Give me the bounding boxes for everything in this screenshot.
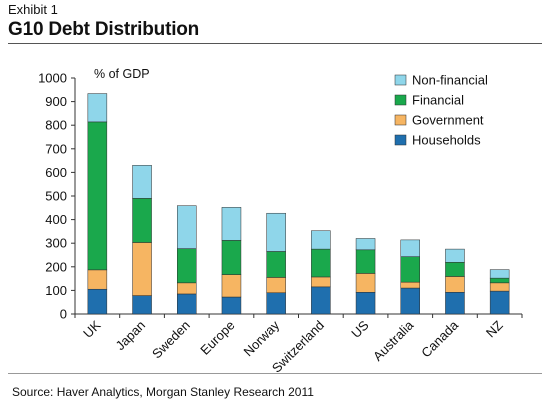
- bar-segment: [489, 269, 510, 279]
- bar-segment: [132, 242, 152, 296]
- exhibit-label: Exhibit 1: [8, 2, 58, 17]
- source-note: Source: Haver Analytics, Morgan Stanley …: [12, 385, 314, 399]
- bar-segment: [87, 269, 108, 290]
- y-tick-label: 700: [45, 141, 67, 156]
- bar-segment: [266, 212, 286, 252]
- x-tick-label: Japan: [113, 318, 149, 354]
- legend-label: Financial: [412, 93, 464, 108]
- bar-segment: [400, 281, 420, 289]
- bar-segment: [445, 262, 465, 277]
- bar-segment: [445, 248, 465, 263]
- y-tick-label: 900: [45, 94, 67, 109]
- bar-segment: [400, 256, 420, 283]
- title-divider: [8, 43, 542, 44]
- bar-segment: [87, 288, 108, 315]
- bar-segment: [266, 277, 286, 294]
- y-axis-label: % of GDP: [94, 67, 150, 81]
- bar-segment: [132, 295, 152, 315]
- bar-segment: [221, 207, 242, 241]
- bar-segment: [177, 293, 197, 315]
- bar-segment: [221, 296, 242, 315]
- y-tick-label: 800: [45, 118, 67, 133]
- legend-swatch: [394, 94, 407, 106]
- x-tick-label: Europe: [197, 318, 237, 358]
- bar-segment: [221, 240, 242, 275]
- bar-segment: [311, 248, 331, 278]
- y-tick-label: 600: [45, 165, 67, 180]
- bar-segment: [87, 93, 108, 123]
- bar-segment: [445, 276, 465, 293]
- bar-segment: [400, 287, 420, 315]
- legend-swatch: [394, 74, 407, 86]
- y-tick-label: 1000: [38, 71, 67, 86]
- y-tick-label: 200: [45, 259, 67, 274]
- x-tick-label: US: [348, 317, 372, 341]
- x-tick-label: Norway: [240, 317, 282, 359]
- chart-title: G10 Debt Distribution: [8, 19, 200, 40]
- legend-label: Households: [412, 133, 481, 148]
- legend-swatch: [394, 134, 407, 146]
- bar-segment: [355, 273, 376, 293]
- y-tick-label: 300: [45, 236, 67, 251]
- bar-segment: [177, 205, 197, 249]
- x-tick-label: NZ: [483, 317, 506, 340]
- bar-segment: [489, 277, 510, 284]
- bar-segment: [87, 121, 108, 271]
- y-tick-label: 500: [45, 189, 67, 204]
- y-tick-label: 400: [45, 212, 67, 227]
- bar-segment: [266, 251, 286, 278]
- x-tick-label: UK: [80, 317, 104, 341]
- x-tick-label: Sweden: [149, 318, 193, 362]
- bar-segment: [311, 230, 331, 250]
- bar-segment: [489, 290, 510, 315]
- bar-segment: [445, 292, 465, 315]
- bar-segment: [311, 276, 331, 288]
- x-tick-label: Canada: [418, 317, 461, 360]
- y-tick-label: 0: [60, 307, 67, 322]
- bar-segment: [177, 282, 197, 295]
- bar-segment: [400, 239, 420, 257]
- footer-divider: [8, 373, 542, 374]
- y-tick-label: 100: [45, 283, 67, 298]
- x-tick-label: Australia: [370, 317, 417, 364]
- legend-swatch: [394, 114, 407, 126]
- bar-segment: [489, 282, 510, 292]
- bar-segment: [355, 292, 376, 315]
- bar-segment: [266, 292, 286, 315]
- legend-label: Government: [412, 113, 484, 128]
- bar-segment: [132, 165, 152, 199]
- bar-segment: [311, 286, 331, 315]
- bar-segment: [177, 248, 197, 284]
- bar-segment: [355, 249, 376, 274]
- legend-label: Non-financial: [412, 73, 488, 88]
- bar-segment: [132, 198, 152, 243]
- bar-segment: [221, 274, 242, 298]
- bar-segment: [355, 238, 376, 251]
